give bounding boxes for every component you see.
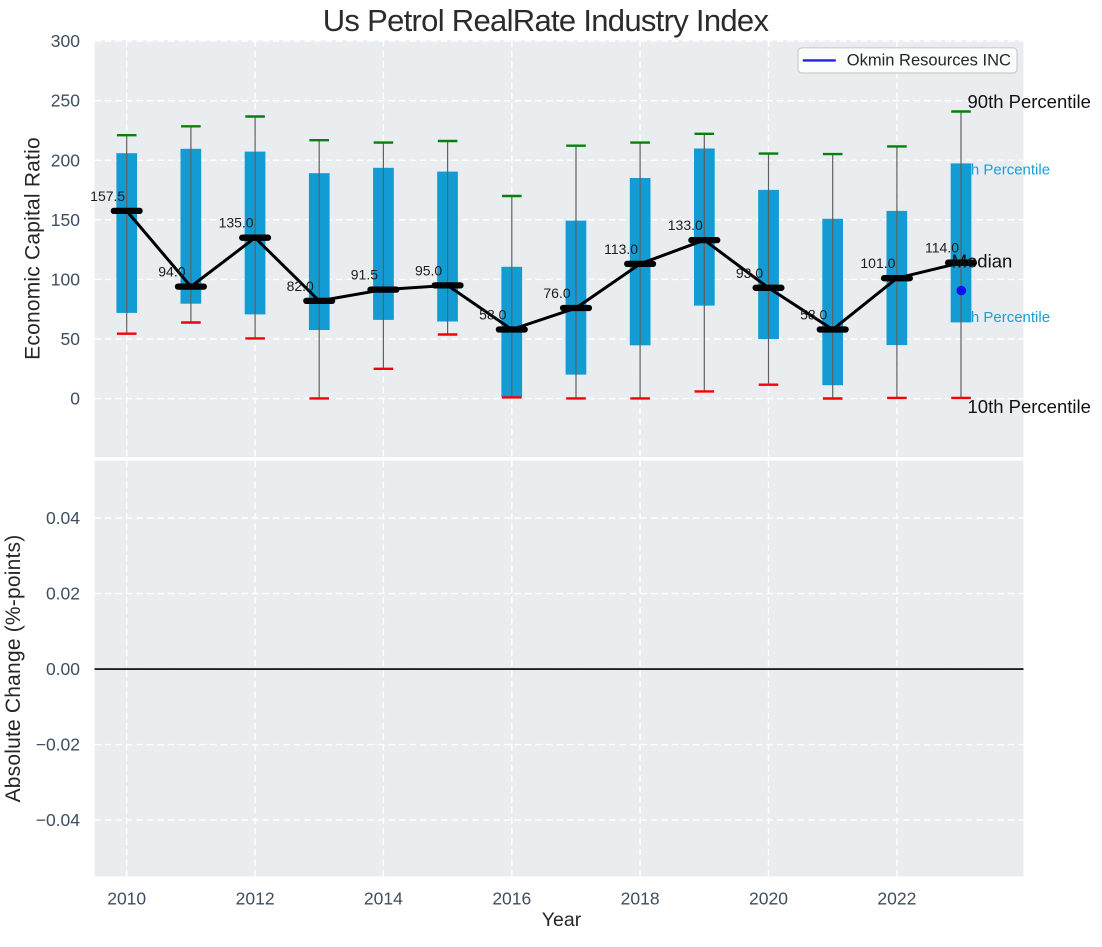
svg-text:25th Percentile: 25th Percentile — [950, 309, 1050, 326]
svg-text:Year: Year — [542, 909, 582, 931]
svg-text:91.5: 91.5 — [351, 267, 378, 283]
svg-text:113.0: 113.0 — [604, 241, 638, 257]
svg-text:157.5: 157.5 — [90, 188, 125, 204]
svg-text:2020: 2020 — [749, 889, 788, 909]
svg-text:76.0: 76.0 — [543, 285, 570, 301]
svg-text:100: 100 — [51, 269, 80, 289]
svg-text:0.04: 0.04 — [46, 508, 80, 528]
svg-text:2012: 2012 — [236, 889, 275, 909]
svg-text:2010: 2010 — [107, 889, 146, 909]
svg-text:114.0: 114.0 — [925, 240, 959, 256]
svg-text:2014: 2014 — [364, 889, 403, 909]
svg-text:2022: 2022 — [877, 889, 916, 909]
svg-text:95.0: 95.0 — [415, 262, 442, 278]
svg-text:2016: 2016 — [492, 889, 531, 909]
svg-text:135.0: 135.0 — [219, 215, 254, 231]
svg-text:Economic Capital Ratio: Economic Capital Ratio — [22, 137, 45, 360]
svg-text:Okmin Resources INC: Okmin Resources INC — [847, 52, 1011, 70]
svg-text:50: 50 — [61, 329, 81, 349]
svg-text:250: 250 — [51, 91, 80, 111]
svg-text:150: 150 — [51, 210, 80, 230]
svg-text:2018: 2018 — [621, 889, 660, 909]
svg-text:−0.04: −0.04 — [36, 810, 81, 830]
svg-text:200: 200 — [51, 150, 80, 170]
svg-text:Us Petrol RealRate Industry In: Us Petrol RealRate Industry Index — [323, 3, 770, 38]
svg-text:82.0: 82.0 — [287, 278, 314, 294]
svg-text:90th Percentile: 90th Percentile — [968, 91, 1091, 112]
svg-text:10th Percentile: 10th Percentile — [968, 396, 1091, 417]
svg-text:58.0: 58.0 — [800, 307, 827, 323]
svg-text:94.0: 94.0 — [158, 264, 185, 280]
svg-text:101.0: 101.0 — [860, 255, 895, 271]
svg-text:93.0: 93.0 — [736, 265, 763, 281]
svg-text:0: 0 — [70, 389, 80, 409]
svg-text:Absolute Change (%-points): Absolute Change (%-points) — [2, 535, 25, 803]
svg-text:75th Percentile: 75th Percentile — [950, 162, 1050, 179]
svg-text:133.0: 133.0 — [668, 217, 703, 233]
svg-text:300: 300 — [51, 31, 80, 51]
svg-text:58.0: 58.0 — [479, 307, 506, 323]
svg-text:−0.02: −0.02 — [36, 735, 80, 755]
svg-text:Median: Median — [952, 251, 1013, 272]
svg-text:0.00: 0.00 — [46, 659, 80, 679]
svg-text:0.02: 0.02 — [46, 584, 80, 604]
